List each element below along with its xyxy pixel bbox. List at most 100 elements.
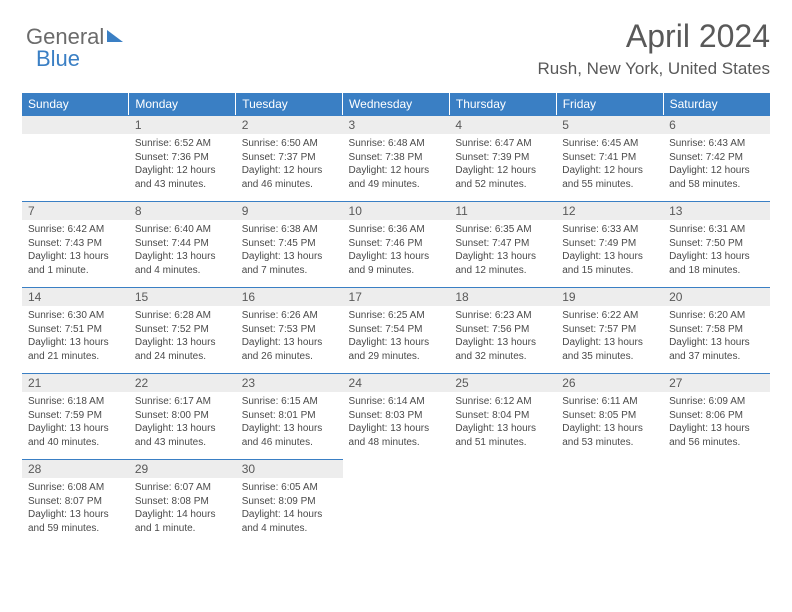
location: Rush, New York, United States <box>538 59 770 79</box>
weekday-header: Tuesday <box>236 93 343 115</box>
weekday-header: Monday <box>129 93 236 115</box>
calendar-cell: 5Sunrise: 6:45 AMSunset: 7:41 PMDaylight… <box>556 115 663 201</box>
day-number: 9 <box>236 201 343 220</box>
day-number: 21 <box>22 373 129 392</box>
calendar-cell: 22Sunrise: 6:17 AMSunset: 8:00 PMDayligh… <box>129 373 236 459</box>
calendar-cell-empty <box>22 115 129 201</box>
day-number: 8 <box>129 201 236 220</box>
day-info: Sunrise: 6:33 AMSunset: 7:49 PMDaylight:… <box>556 220 663 281</box>
day-number: 24 <box>343 373 450 392</box>
weekday-header: Wednesday <box>343 93 450 115</box>
calendar-cell: 6Sunrise: 6:43 AMSunset: 7:42 PMDaylight… <box>663 115 770 201</box>
day-info: Sunrise: 6:43 AMSunset: 7:42 PMDaylight:… <box>663 134 770 195</box>
day-info: Sunrise: 6:20 AMSunset: 7:58 PMDaylight:… <box>663 306 770 367</box>
day-number: 4 <box>449 115 556 134</box>
weekday-header: Friday <box>556 93 663 115</box>
day-info: Sunrise: 6:42 AMSunset: 7:43 PMDaylight:… <box>22 220 129 281</box>
calendar-cell: 30Sunrise: 6:05 AMSunset: 8:09 PMDayligh… <box>236 459 343 545</box>
month-title: April 2024 <box>538 18 770 55</box>
day-info: Sunrise: 6:09 AMSunset: 8:06 PMDaylight:… <box>663 392 770 453</box>
day-info: Sunrise: 6:45 AMSunset: 7:41 PMDaylight:… <box>556 134 663 195</box>
day-number: 11 <box>449 201 556 220</box>
day-info: Sunrise: 6:07 AMSunset: 8:08 PMDaylight:… <box>129 478 236 539</box>
calendar-table: SundayMondayTuesdayWednesdayThursdayFrid… <box>22 93 770 545</box>
day-number: 5 <box>556 115 663 134</box>
logo-blue-row: Blue <box>36 46 80 72</box>
calendar-cell: 7Sunrise: 6:42 AMSunset: 7:43 PMDaylight… <box>22 201 129 287</box>
calendar-cell: 10Sunrise: 6:36 AMSunset: 7:46 PMDayligh… <box>343 201 450 287</box>
day-info: Sunrise: 6:14 AMSunset: 8:03 PMDaylight:… <box>343 392 450 453</box>
calendar-cell-empty <box>449 459 556 545</box>
day-number: 16 <box>236 287 343 306</box>
day-info: Sunrise: 6:11 AMSunset: 8:05 PMDaylight:… <box>556 392 663 453</box>
day-number: 14 <box>22 287 129 306</box>
day-number: 28 <box>22 459 129 478</box>
day-info: Sunrise: 6:12 AMSunset: 8:04 PMDaylight:… <box>449 392 556 453</box>
calendar-body: 1Sunrise: 6:52 AMSunset: 7:36 PMDaylight… <box>22 115 770 545</box>
calendar-cell: 13Sunrise: 6:31 AMSunset: 7:50 PMDayligh… <box>663 201 770 287</box>
calendar-cell: 8Sunrise: 6:40 AMSunset: 7:44 PMDaylight… <box>129 201 236 287</box>
day-info: Sunrise: 6:36 AMSunset: 7:46 PMDaylight:… <box>343 220 450 281</box>
day-number: 3 <box>343 115 450 134</box>
calendar-cell-empty <box>343 459 450 545</box>
day-info: Sunrise: 6:47 AMSunset: 7:39 PMDaylight:… <box>449 134 556 195</box>
day-info: Sunrise: 6:26 AMSunset: 7:53 PMDaylight:… <box>236 306 343 367</box>
calendar-cell: 11Sunrise: 6:35 AMSunset: 7:47 PMDayligh… <box>449 201 556 287</box>
day-info: Sunrise: 6:52 AMSunset: 7:36 PMDaylight:… <box>129 134 236 195</box>
day-info: Sunrise: 6:23 AMSunset: 7:56 PMDaylight:… <box>449 306 556 367</box>
calendar-cell: 23Sunrise: 6:15 AMSunset: 8:01 PMDayligh… <box>236 373 343 459</box>
day-number: 29 <box>129 459 236 478</box>
calendar-cell-empty <box>556 459 663 545</box>
header: General April 2024 Rush, New York, Unite… <box>0 0 792 87</box>
calendar-cell: 15Sunrise: 6:28 AMSunset: 7:52 PMDayligh… <box>129 287 236 373</box>
day-number: 13 <box>663 201 770 220</box>
calendar-cell: 1Sunrise: 6:52 AMSunset: 7:36 PMDaylight… <box>129 115 236 201</box>
day-number: 30 <box>236 459 343 478</box>
day-number: 12 <box>556 201 663 220</box>
day-number: 15 <box>129 287 236 306</box>
calendar-cell: 9Sunrise: 6:38 AMSunset: 7:45 PMDaylight… <box>236 201 343 287</box>
day-number: 26 <box>556 373 663 392</box>
day-info: Sunrise: 6:30 AMSunset: 7:51 PMDaylight:… <box>22 306 129 367</box>
day-info: Sunrise: 6:50 AMSunset: 7:37 PMDaylight:… <box>236 134 343 195</box>
day-info: Sunrise: 6:31 AMSunset: 7:50 PMDaylight:… <box>663 220 770 281</box>
calendar-cell: 27Sunrise: 6:09 AMSunset: 8:06 PMDayligh… <box>663 373 770 459</box>
weekday-row: SundayMondayTuesdayWednesdayThursdayFrid… <box>22 93 770 115</box>
day-info: Sunrise: 6:18 AMSunset: 7:59 PMDaylight:… <box>22 392 129 453</box>
calendar-cell: 26Sunrise: 6:11 AMSunset: 8:05 PMDayligh… <box>556 373 663 459</box>
day-info: Sunrise: 6:05 AMSunset: 8:09 PMDaylight:… <box>236 478 343 539</box>
day-info: Sunrise: 6:40 AMSunset: 7:44 PMDaylight:… <box>129 220 236 281</box>
day-number: 27 <box>663 373 770 392</box>
day-number: 10 <box>343 201 450 220</box>
day-number: 25 <box>449 373 556 392</box>
day-number: 22 <box>129 373 236 392</box>
day-number: 2 <box>236 115 343 134</box>
weekday-header: Saturday <box>663 93 770 115</box>
calendar-cell: 25Sunrise: 6:12 AMSunset: 8:04 PMDayligh… <box>449 373 556 459</box>
calendar-cell: 18Sunrise: 6:23 AMSunset: 7:56 PMDayligh… <box>449 287 556 373</box>
day-number: 7 <box>22 201 129 220</box>
calendar-cell: 24Sunrise: 6:14 AMSunset: 8:03 PMDayligh… <box>343 373 450 459</box>
calendar-cell: 20Sunrise: 6:20 AMSunset: 7:58 PMDayligh… <box>663 287 770 373</box>
calendar-cell: 2Sunrise: 6:50 AMSunset: 7:37 PMDaylight… <box>236 115 343 201</box>
day-number: 1 <box>129 115 236 134</box>
day-info: Sunrise: 6:28 AMSunset: 7:52 PMDaylight:… <box>129 306 236 367</box>
calendar-cell: 28Sunrise: 6:08 AMSunset: 8:07 PMDayligh… <box>22 459 129 545</box>
day-info: Sunrise: 6:25 AMSunset: 7:54 PMDaylight:… <box>343 306 450 367</box>
calendar-cell: 17Sunrise: 6:25 AMSunset: 7:54 PMDayligh… <box>343 287 450 373</box>
day-info: Sunrise: 6:08 AMSunset: 8:07 PMDaylight:… <box>22 478 129 539</box>
calendar-cell: 29Sunrise: 6:07 AMSunset: 8:08 PMDayligh… <box>129 459 236 545</box>
weekday-header: Sunday <box>22 93 129 115</box>
day-number: 18 <box>449 287 556 306</box>
calendar-head: SundayMondayTuesdayWednesdayThursdayFrid… <box>22 93 770 115</box>
day-number: 6 <box>663 115 770 134</box>
day-info: Sunrise: 6:48 AMSunset: 7:38 PMDaylight:… <box>343 134 450 195</box>
logo-text-blue: Blue <box>36 46 80 71</box>
calendar-cell: 14Sunrise: 6:30 AMSunset: 7:51 PMDayligh… <box>22 287 129 373</box>
day-info: Sunrise: 6:35 AMSunset: 7:47 PMDaylight:… <box>449 220 556 281</box>
calendar-cell: 12Sunrise: 6:33 AMSunset: 7:49 PMDayligh… <box>556 201 663 287</box>
calendar-cell: 21Sunrise: 6:18 AMSunset: 7:59 PMDayligh… <box>22 373 129 459</box>
day-info: Sunrise: 6:38 AMSunset: 7:45 PMDaylight:… <box>236 220 343 281</box>
day-info: Sunrise: 6:22 AMSunset: 7:57 PMDaylight:… <box>556 306 663 367</box>
calendar-cell: 4Sunrise: 6:47 AMSunset: 7:39 PMDaylight… <box>449 115 556 201</box>
